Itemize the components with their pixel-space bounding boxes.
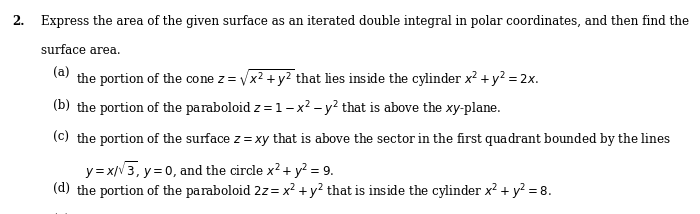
Text: (b): (b) <box>52 99 69 112</box>
Text: Express the area of the given surface as an iterated double integral in polar co: Express the area of the given surface as… <box>41 15 689 28</box>
Text: 2.: 2. <box>13 15 25 28</box>
Text: the portion of the surface $z = xy$ that is above the sector in the first quadra: the portion of the surface $z = xy$ that… <box>76 131 671 148</box>
Text: (d): (d) <box>52 183 69 195</box>
Text: (a): (a) <box>52 67 69 80</box>
Text: surface area.: surface area. <box>41 44 120 57</box>
Text: (c): (c) <box>52 131 69 144</box>
Text: the portion of the paraboloid $2z = x^2 + y^2$ that is inside the cylinder $x^2 : the portion of the paraboloid $2z = x^2 … <box>76 183 552 202</box>
Text: $y = x/\sqrt{3}$, $y = 0$, and the circle $x^2 + y^2 = 9$.: $y = x/\sqrt{3}$, $y = 0$, and the circl… <box>85 160 335 181</box>
Text: the portion of the cone $z = \sqrt{x^2 + y^2}$ that lies inside the cylinder $x^: the portion of the cone $z = \sqrt{x^2 +… <box>76 67 538 90</box>
Text: the portion of the paraboloid $z = 1 - x^2 - y^2$ that is above the $xy$-plane.: the portion of the paraboloid $z = 1 - x… <box>76 99 501 119</box>
